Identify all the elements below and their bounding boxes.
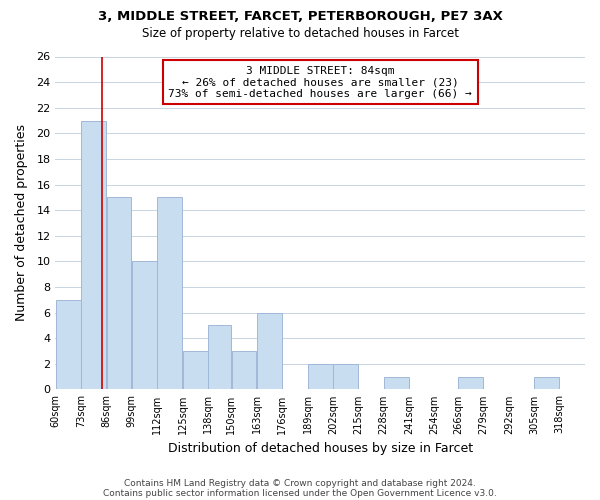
X-axis label: Distribution of detached houses by size in Farcet: Distribution of detached houses by size …: [167, 442, 473, 455]
Text: Contains public sector information licensed under the Open Government Licence v3: Contains public sector information licen…: [103, 488, 497, 498]
Bar: [208, 326, 231, 390]
Bar: [56, 300, 80, 390]
Text: 3 MIDDLE STREET: 84sqm
← 26% of detached houses are smaller (23)
73% of semi-det: 3 MIDDLE STREET: 84sqm ← 26% of detached…: [169, 66, 472, 98]
Text: Size of property relative to detached houses in Farcet: Size of property relative to detached ho…: [142, 28, 458, 40]
Bar: [308, 364, 332, 390]
Bar: [232, 351, 256, 390]
Bar: [183, 351, 208, 390]
Bar: [535, 376, 559, 390]
Bar: [107, 198, 131, 390]
Bar: [157, 198, 182, 390]
Bar: [384, 376, 409, 390]
Text: Contains HM Land Registry data © Crown copyright and database right 2024.: Contains HM Land Registry data © Crown c…: [124, 478, 476, 488]
Text: 3, MIDDLE STREET, FARCET, PETERBOROUGH, PE7 3AX: 3, MIDDLE STREET, FARCET, PETERBOROUGH, …: [98, 10, 502, 23]
Bar: [333, 364, 358, 390]
Bar: [458, 376, 483, 390]
Bar: [132, 262, 157, 390]
Bar: [257, 312, 282, 390]
Y-axis label: Number of detached properties: Number of detached properties: [15, 124, 28, 322]
Bar: [81, 120, 106, 390]
